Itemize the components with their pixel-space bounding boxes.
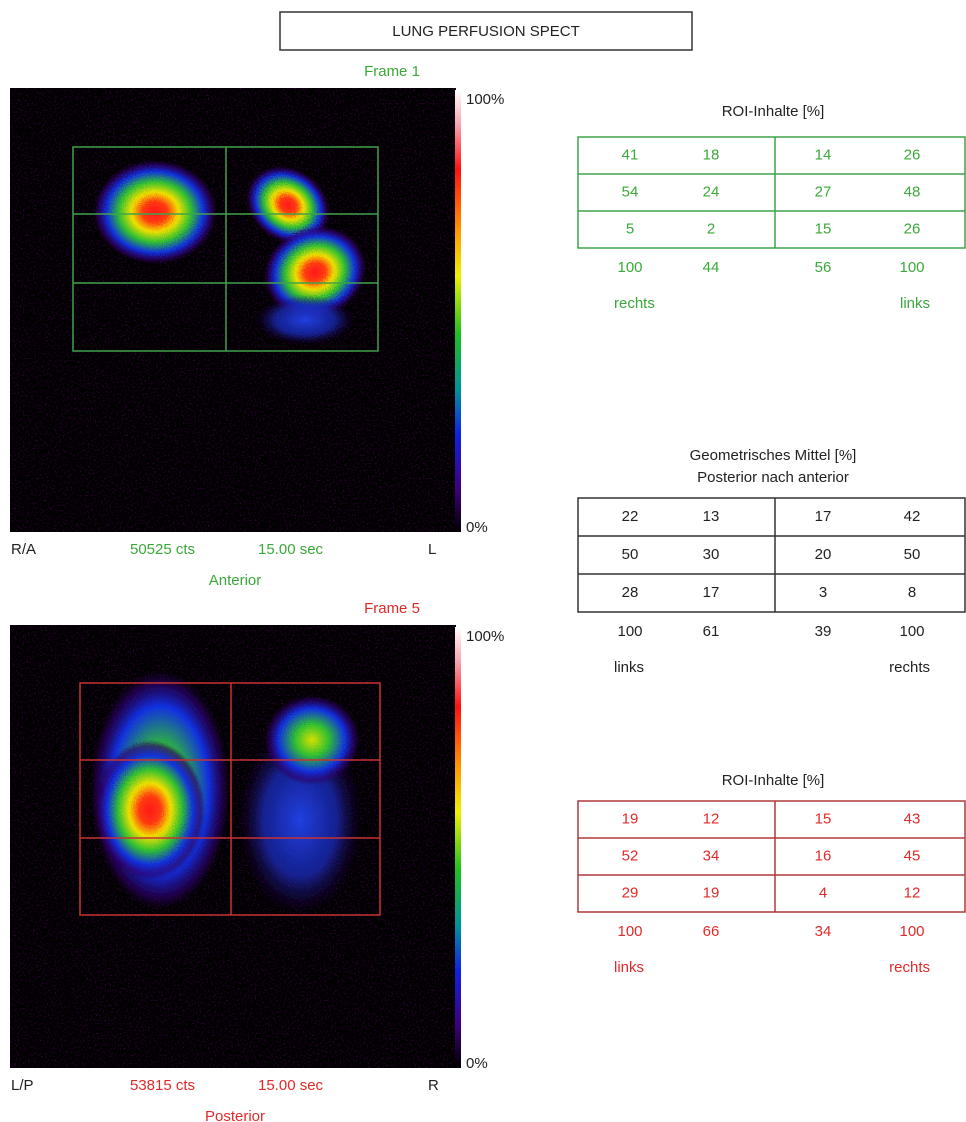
total-cell: 100 [617,259,642,276]
view-name: Posterior [205,1108,265,1122]
side-label-left: rechts [614,295,655,312]
scale-min: 0% [466,519,488,536]
scan-image [10,88,461,532]
scale-max: 100% [466,91,504,108]
table-cell: 2 [707,220,715,237]
view-name: Anterior [209,572,262,589]
orientation-right: R [428,1077,439,1094]
table-cell: 54 [622,183,639,200]
total-cell: 100 [899,623,924,640]
page-title: LUNG PERFUSION SPECT [392,23,580,40]
table-cell: 16 [815,847,832,864]
table-cell: 18 [703,146,720,163]
total-cell: 44 [703,259,720,276]
table-cell: 30 [703,546,720,563]
table-cell: 12 [703,810,720,827]
table-cell: 3 [819,584,827,601]
table-title: ROI-Inhalte [%] [722,772,825,789]
table-cell: 45 [904,847,921,864]
duration: 15.00 sec [258,541,324,558]
side-label-left: links [614,659,644,676]
table-cell: 15 [815,810,832,827]
duration: 15.00 sec [258,1077,324,1094]
table-cell: 12 [904,884,921,901]
table-cell: 26 [904,220,921,237]
scale-min: 0% [466,1055,488,1072]
report: LUNG PERFUSION SPECTFrame 1100%0%R/A5052… [0,0,966,1122]
scale-max: 100% [466,628,504,645]
total-cell: 66 [703,923,720,940]
table-cell: 24 [703,183,720,200]
table-cell: 43 [904,810,921,827]
total-cell: 100 [899,923,924,940]
table-cell: 28 [622,584,639,601]
orientation-left: R/A [11,541,36,558]
total-cell: 39 [815,623,832,640]
table-cell: 13 [703,508,720,525]
table-cell: 29 [622,884,639,901]
side-label-right: links [900,295,930,312]
table-cell: 17 [703,584,720,601]
total-cell: 100 [617,623,642,640]
table-cell: 20 [815,546,832,563]
total-cell: 34 [815,923,832,940]
table-title: Posterior nach anterior [697,469,849,486]
total-cell: 56 [815,259,832,276]
counts: 53815 cts [130,1077,195,1094]
total-cell: 100 [617,923,642,940]
side-label-left: links [614,959,644,976]
frame-label: Frame 1 [364,63,420,80]
table-cell: 27 [815,183,832,200]
scan-image [10,625,461,1068]
table-cell: 50 [622,546,639,563]
table-cell: 8 [908,584,916,601]
total-cell: 100 [899,259,924,276]
table-cell: 14 [815,146,832,163]
total-cell: 61 [703,623,720,640]
table-cell: 42 [904,508,921,525]
side-label-right: rechts [889,959,930,976]
table-cell: 19 [622,810,639,827]
page: LUNG PERFUSION SPECTFrame 1100%0%R/A5052… [0,0,966,1122]
table-title: Geometrisches Mittel [%] [690,447,857,464]
table-title: ROI-Inhalte [%] [722,103,825,120]
table-cell: 41 [622,146,639,163]
table-cell: 50 [904,546,921,563]
orientation-left: L/P [11,1077,34,1094]
counts: 50525 cts [130,541,195,558]
table-cell: 15 [815,220,832,237]
table-cell: 52 [622,847,639,864]
table-cell: 4 [819,884,827,901]
table-cell: 34 [703,847,720,864]
table-cell: 17 [815,508,832,525]
table-cell: 19 [703,884,720,901]
table-cell: 22 [622,508,639,525]
table-cell: 5 [626,220,634,237]
table-cell: 26 [904,146,921,163]
table-cell: 48 [904,183,921,200]
side-label-right: rechts [889,659,930,676]
frame-label: Frame 5 [364,600,420,617]
orientation-right: L [428,541,436,558]
